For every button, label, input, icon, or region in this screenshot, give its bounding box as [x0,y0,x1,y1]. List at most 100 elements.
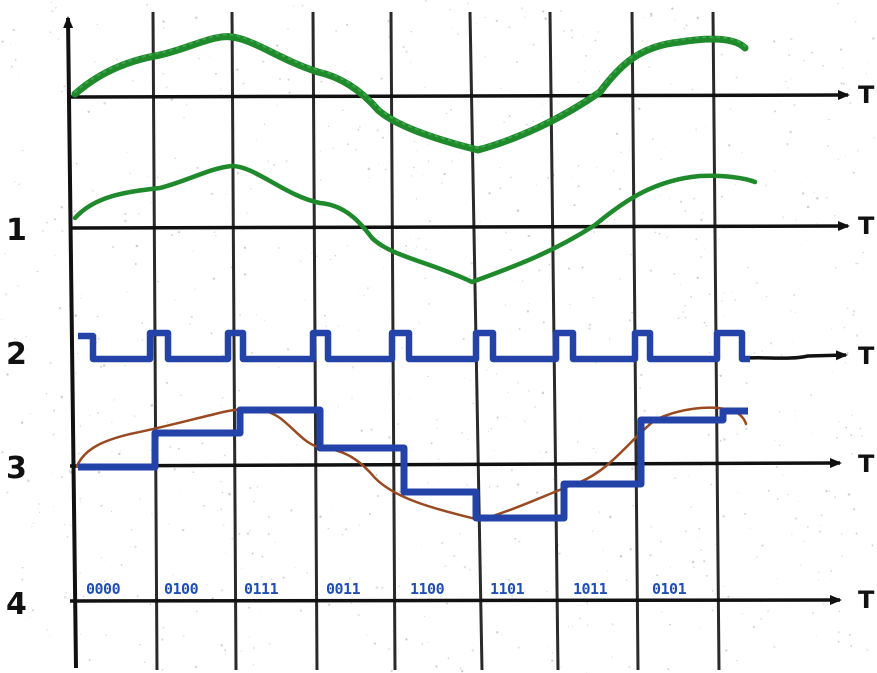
paper-speck [810,432,812,434]
paper-speck [182,528,185,532]
paper-speck [346,244,349,247]
paper-speck [850,452,853,455]
paper-speck [94,61,96,63]
paper-speck [518,327,521,330]
paper-speck [496,373,498,375]
paper-speck [449,8,451,11]
paper-speck [390,669,393,673]
paper-speck [405,244,408,247]
paper-speck [476,22,478,24]
paper-speck [850,434,853,436]
paper-speck [263,319,266,322]
paper-speck [510,176,512,179]
paper-speck [97,337,100,340]
paper-speck [485,602,487,604]
paper-speck [73,249,74,251]
paper-speck [526,310,530,313]
paper-speck [463,231,465,233]
noisy-analog-signal [71,33,749,154]
paper-speck [334,254,337,257]
paper-speck [852,171,855,174]
paper-speck [608,338,611,340]
paper-speck [602,550,604,552]
paper-speck [242,82,245,85]
paper-speck [729,108,731,110]
paper-speck [848,101,852,105]
paper-speck [594,39,597,42]
paper-speck [49,361,52,365]
paper-speck [596,166,598,168]
paper-speck [337,405,340,408]
paper-speck [320,179,322,181]
paper-speck [739,37,741,39]
paper-speck [599,70,601,72]
paper-speck [700,218,703,221]
paper-speck [206,584,208,586]
paper-speck [471,649,474,652]
paper-speck [398,584,401,588]
paper-speck [267,160,270,163]
paper-speck [53,218,56,221]
paper-speck [840,82,843,85]
paper-speck [378,163,380,165]
paper-speck [192,471,195,473]
paper-speck [253,500,255,503]
paper-speck [560,9,562,12]
paper-speck [542,10,545,13]
paper-speck [592,447,595,450]
paper-speck [775,465,778,468]
paper-speck [77,232,79,234]
paper-speck [256,485,259,488]
paper-speck [110,510,113,513]
paper-speck [734,184,736,186]
paper-speck [460,152,462,154]
paper-speck [527,234,530,238]
paper-speck [463,565,467,569]
paper-speck [611,623,614,626]
paper-speck [79,425,81,427]
paper-speck [422,175,424,177]
paper-speck [74,210,77,213]
paper-speck [75,162,78,165]
paper-speck [548,646,550,648]
paper-speck [766,296,768,298]
paper-speck [148,261,150,263]
paper-speck [405,638,408,641]
paper-speck [689,295,692,298]
paper-speck [29,616,31,618]
paper-speck [88,658,91,662]
paper-speck [1,183,3,185]
paper-speck [368,177,370,179]
paper-speck [285,160,288,163]
paper-speck [446,602,449,605]
paper-speck [446,112,448,115]
paper-speck [842,67,844,69]
paper-speck [332,147,335,150]
paper-speck [138,213,140,215]
paper-speck [294,567,296,569]
paper-speck [842,82,845,85]
paper-speck [736,660,738,662]
paper-speck [99,585,102,587]
paper-speck [243,246,247,250]
paper-speck [220,589,224,592]
paper-speck [53,254,56,257]
paper-speck [492,449,495,452]
paper-speck [129,172,131,175]
paper-speck [461,670,464,673]
paper-speck [695,128,698,131]
paper-speck [660,611,663,614]
paper-speck [560,666,562,668]
paper-speck [505,231,507,234]
paper-speck [660,194,662,196]
paper-speck [652,594,654,597]
paper-speck [722,292,725,294]
paper-speck [816,223,818,224]
paper-speck [719,439,722,442]
paper-speck [501,634,503,635]
paper-speck [723,438,726,441]
paper-speck [797,501,799,502]
paper-speck [839,48,843,51]
paper-speck [791,533,793,535]
paper-speck [256,176,258,178]
